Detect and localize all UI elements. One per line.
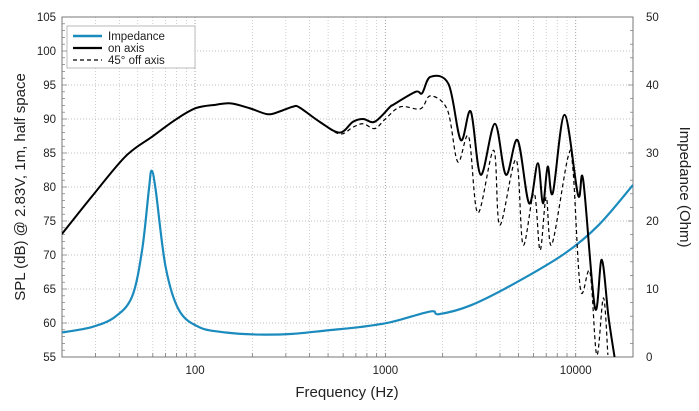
series-line-45-off-axis <box>62 95 609 356</box>
y-tick-label: 95 <box>43 80 56 92</box>
y2-tick-label: 20 <box>646 216 659 228</box>
series-line-on-axis <box>62 74 616 357</box>
y-tick-label: 75 <box>43 216 56 228</box>
y2-axis-label: Impedance (Ohm) <box>676 127 693 248</box>
series-group <box>62 74 633 357</box>
y-tick-label: 70 <box>43 250 56 262</box>
y-tick-label: 55 <box>43 352 56 364</box>
legend-label-on-axis: on axis <box>108 43 145 55</box>
series-line-impedance <box>62 169 633 336</box>
y-tick-label: 60 <box>43 318 56 330</box>
axis-ticks: 55 60 65 70 75 80 85 90 95 100 105 0 10 20 30 40 50 100 10… <box>37 12 659 377</box>
y2-tick-label: 40 <box>646 80 659 92</box>
y2-tick-label: 50 <box>646 12 659 24</box>
y-tick-label: 90 <box>43 114 56 126</box>
legend: Impedance on axis 45° off axis <box>66 25 196 69</box>
y-axis-label: SPL (dB) @ 2.83V, 1m, half space <box>12 73 29 301</box>
x-tick-label: 100 <box>185 365 204 377</box>
y2-tick-label: 0 <box>646 352 652 364</box>
y2-tick-label: 10 <box>646 284 659 296</box>
legend-label-impedance: Impedance <box>108 31 165 43</box>
y-tick-label: 100 <box>37 46 56 58</box>
x-tick-label: 10000 <box>560 365 592 377</box>
x-tick-label: 1000 <box>373 365 399 377</box>
x-axis-label: Frequency (Hz) <box>295 384 398 401</box>
legend-label-off-axis: 45° off axis <box>108 55 165 67</box>
y-tick-label: 65 <box>43 284 56 296</box>
y-tick-label: 80 <box>43 182 56 194</box>
y-tick-label: 105 <box>37 12 56 24</box>
y-tick-label: 85 <box>43 148 56 160</box>
y2-tick-label: 30 <box>646 148 659 160</box>
